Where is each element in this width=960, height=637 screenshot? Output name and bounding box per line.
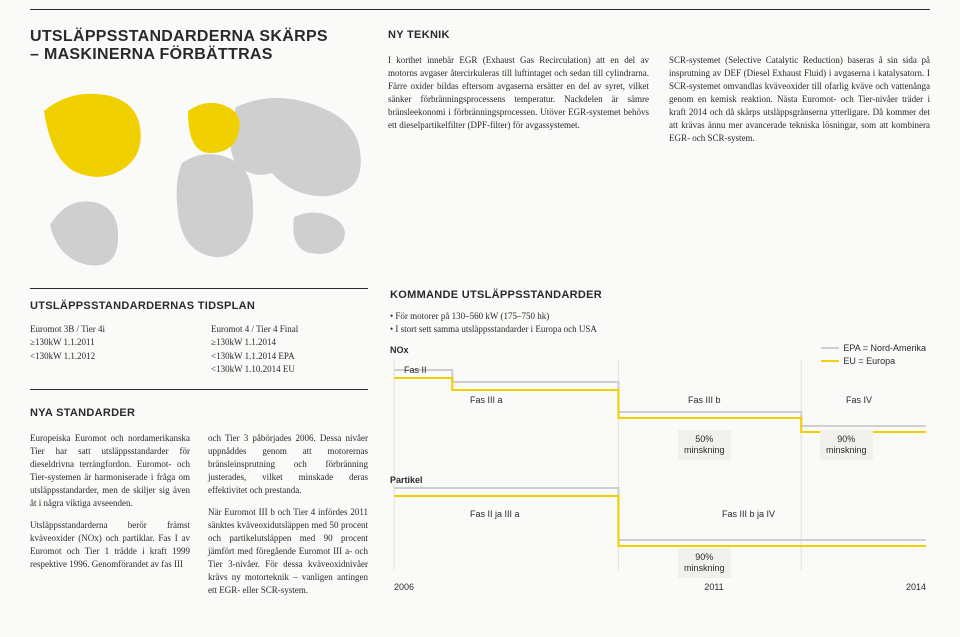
kommande-bullets: För motorer på 130–560 kW (175–750 hk) I…: [390, 310, 930, 336]
axis-nox: NOx: [390, 344, 409, 357]
nya-standarder-p1: Europeiska Euromot och nordamerikanska T…: [30, 432, 190, 510]
nya-standarder-p3: och Tier 3 påbörjades 2006. Dessa nivåer…: [208, 432, 368, 497]
page-title: UTSLÄPPSSTANDARDERNA SKÄRPS – MASKINERNA…: [30, 28, 368, 65]
ny-teknik-columns: NY TEKNIK I korthet innebär EGR (Exhaust…: [388, 28, 930, 267]
label-fas4: Fas IV: [846, 394, 872, 407]
right-block: KOMMANDE UTSLÄPPSSTANDARDER För motorer …: [390, 288, 930, 606]
axis-partikel: Partikel: [390, 474, 423, 487]
ny-teknik-heading: NY TEKNIK: [388, 28, 649, 44]
ny-teknik-body-1: I korthet innebär EGR (Exhaust Gas Recir…: [388, 54, 649, 132]
bullet-1: För motorer på 130–560 kW (175–750 hk): [390, 310, 930, 323]
badge-part-90: 90%minskning: [678, 548, 731, 578]
nya-standarder-p2: Utsläppsstandarderna berör främst kväveo…: [30, 519, 190, 571]
bottom-row: UTSLÄPPSSTANDARDERNAS TIDSPLAN Euromot 3…: [30, 288, 930, 606]
chart-area: NOx EPA = Nord-Amerika EU = Europa: [390, 346, 930, 606]
label-fas3b-4: Fas III b ja IV: [722, 508, 775, 521]
label-fas3b: Fas III b: [688, 394, 721, 407]
year-2006: 2006: [394, 581, 414, 594]
tidsplan-left-2: <130kW 1.1.2012: [30, 350, 187, 364]
ny-teknik-col-2: SCR-systemet (Selective Catalytic Reduct…: [669, 28, 930, 267]
tidsplan-right: Euromot 4 / Tier 4 Final ≥130kW 1.1.2014…: [211, 323, 368, 377]
ny-teknik-col-1: NY TEKNIK I korthet innebär EGR (Exhaust…: [388, 28, 649, 267]
world-map-svg: [30, 77, 368, 267]
kommande-heading: KOMMANDE UTSLÄPPSSTANDARDER: [390, 288, 930, 304]
tidsplan-columns: Euromot 3B / Tier 4i ≥130kW 1.1.2011 <13…: [30, 323, 368, 377]
legend-epa: EPA = Nord-Amerika: [821, 342, 926, 355]
tidsplan-box: UTSLÄPPSSTANDARDERNAS TIDSPLAN Euromot 3…: [30, 288, 368, 390]
legend-swatch-grey: [821, 347, 839, 349]
title-line-2: – MASKINERNA FÖRBÄTTRAS: [30, 46, 273, 63]
label-fas2: Fas II: [404, 364, 427, 377]
page-top-rule: [30, 9, 930, 10]
tidsplan-right-3: <130kW 1.10.2014 EU: [211, 363, 368, 377]
label-fas3a: Fas III a: [470, 394, 503, 407]
top-row: UTSLÄPPSSTANDARDERNA SKÄRPS – MASKINERNA…: [30, 28, 930, 267]
nya-standarder-body: Europeiska Euromot och nordamerikanska T…: [30, 432, 368, 598]
badge-nox-90: 90%minskning: [820, 430, 873, 460]
badge-part-90-text: 90%minskning: [684, 552, 725, 573]
bullet-2: I stort sett samma utsläppsstandarder i …: [390, 323, 930, 336]
map-block: UTSLÄPPSSTANDARDERNA SKÄRPS – MASKINERNA…: [30, 28, 368, 267]
nya-standarder-p4: När Euromot III b och Tier 4 infördes 20…: [208, 506, 368, 597]
tidsplan-right-1: ≥130kW 1.1.2014: [211, 336, 368, 350]
tidsplan-right-0: Euromot 4 / Tier 4 Final: [211, 323, 368, 337]
left-block: UTSLÄPPSSTANDARDERNAS TIDSPLAN Euromot 3…: [30, 288, 368, 606]
year-2014: 2014: [906, 581, 926, 594]
ny-teknik-heading-spacer: [669, 28, 930, 44]
badge-nox-50: 50%minskning: [678, 430, 731, 460]
charts-svg: [390, 360, 930, 570]
ny-teknik-body-2: SCR-systemet (Selective Catalytic Reduct…: [669, 54, 930, 145]
badge-nox-90-text: 90%minskning: [826, 434, 867, 455]
label-fas2-3a: Fas II ja III a: [470, 508, 520, 521]
tidsplan-right-2: <130kW 1.1.2014 EPA: [211, 350, 368, 364]
nya-standarder-heading: NYA STANDARDER: [30, 406, 368, 422]
legend-epa-label: EPA = Nord-Amerika: [843, 342, 926, 355]
tidsplan-left: Euromot 3B / Tier 4i ≥130kW 1.1.2011 <13…: [30, 323, 187, 377]
badge-nox-50-text: 50%minskning: [684, 434, 725, 455]
year-2011: 2011: [704, 581, 723, 594]
tidsplan-left-0: Euromot 3B / Tier 4i: [30, 323, 187, 337]
year-axis: 2006 2011 2014: [390, 581, 930, 594]
title-line-1: UTSLÄPPSSTANDARDERNA SKÄRPS: [30, 28, 328, 45]
tidsplan-heading: UTSLÄPPSSTANDARDERNAS TIDSPLAN: [30, 299, 368, 315]
tidsplan-left-1: ≥130kW 1.1.2011: [30, 336, 187, 350]
world-map: [30, 77, 368, 267]
